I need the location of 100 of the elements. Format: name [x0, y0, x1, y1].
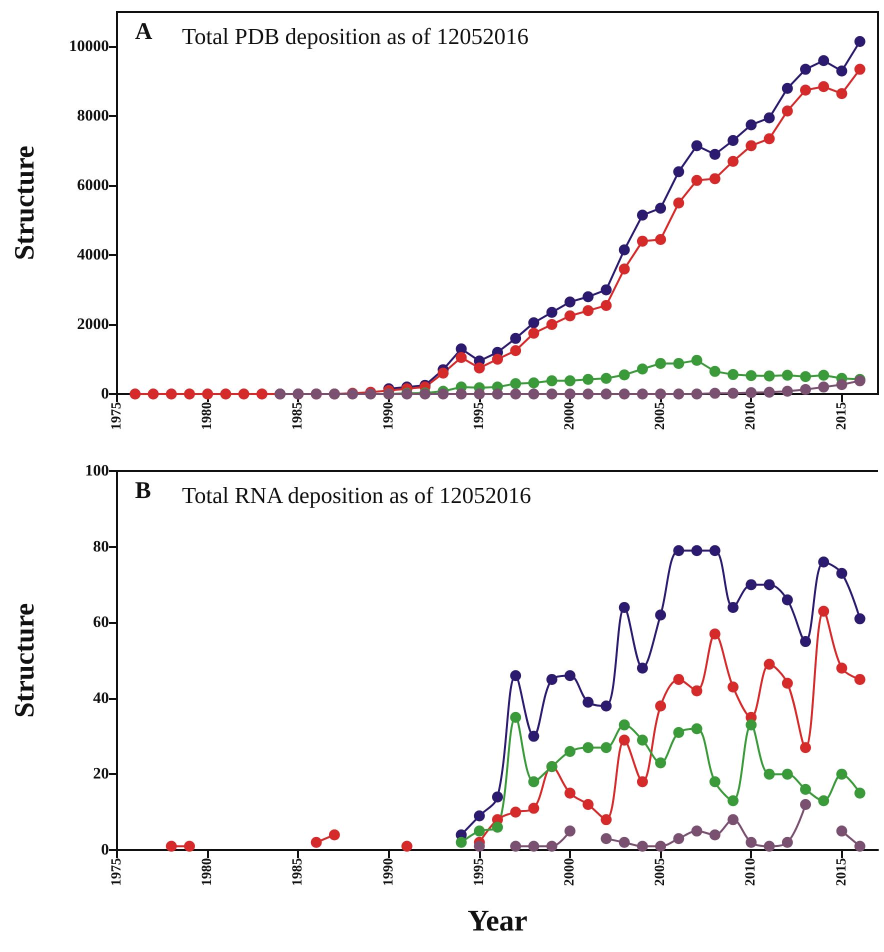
x-tick-label: 2010 — [744, 402, 759, 430]
point — [800, 636, 812, 648]
point — [800, 371, 812, 382]
point — [655, 840, 666, 852]
point — [764, 658, 775, 670]
point — [673, 674, 684, 685]
point — [474, 840, 485, 852]
text: Total PDB deposition as of 12052016 — [182, 24, 529, 49]
point — [836, 66, 848, 77]
point — [474, 362, 485, 374]
point — [600, 372, 612, 384]
point — [746, 370, 757, 382]
point — [782, 594, 793, 606]
point — [854, 613, 866, 624]
point — [818, 55, 830, 66]
point — [854, 788, 866, 799]
x-tick-label: 1990 — [381, 402, 396, 430]
point — [782, 105, 793, 116]
point — [782, 678, 793, 689]
point — [636, 662, 648, 674]
point — [492, 354, 503, 365]
point — [492, 822, 503, 833]
point — [582, 696, 594, 708]
point — [800, 742, 812, 754]
point — [836, 568, 848, 579]
point — [854, 840, 866, 852]
x-tick-label: 1985 — [290, 402, 306, 430]
point — [546, 319, 558, 330]
point — [510, 345, 522, 356]
point — [691, 174, 702, 186]
point — [546, 306, 558, 318]
point — [836, 662, 848, 674]
point — [728, 814, 739, 826]
point — [709, 829, 720, 840]
point — [655, 388, 666, 400]
x-tick-label: 2010 — [744, 858, 759, 886]
point — [728, 602, 739, 613]
y-tick-label: 2000 — [77, 316, 109, 334]
point — [600, 814, 612, 826]
point — [746, 387, 757, 398]
y-tick-label: 20 — [93, 766, 109, 783]
point — [474, 388, 485, 400]
point — [764, 768, 775, 780]
point — [655, 202, 666, 214]
point — [709, 148, 720, 160]
point — [184, 840, 195, 852]
point — [564, 826, 576, 837]
point — [673, 166, 684, 178]
point — [510, 388, 522, 400]
point — [600, 300, 612, 311]
x-tick-label: 1985 — [290, 858, 306, 886]
point — [709, 388, 720, 399]
point — [764, 370, 775, 382]
point — [818, 606, 830, 617]
point — [528, 317, 540, 328]
point — [800, 784, 812, 795]
y-tick-label: 60 — [93, 614, 109, 632]
point — [130, 388, 141, 400]
point — [456, 388, 467, 400]
point — [782, 370, 793, 381]
x-axis-title: Year — [468, 904, 528, 938]
point — [564, 375, 576, 386]
point — [782, 82, 793, 94]
point — [691, 826, 702, 837]
point — [728, 134, 739, 146]
point — [310, 836, 322, 848]
point — [474, 810, 485, 822]
point — [582, 388, 594, 400]
point — [510, 806, 522, 818]
point — [673, 388, 684, 400]
point — [510, 840, 522, 852]
point — [600, 700, 612, 712]
x-tick-label: 2000 — [562, 858, 578, 886]
point — [782, 768, 793, 780]
point — [782, 836, 793, 848]
y-tick-label: 6000 — [77, 177, 109, 194]
point — [691, 388, 702, 400]
point — [673, 198, 684, 208]
x-tick-label: 1980 — [200, 858, 216, 886]
point — [546, 840, 558, 852]
point — [818, 556, 830, 568]
point — [528, 840, 540, 852]
point — [564, 310, 576, 322]
point — [800, 84, 812, 96]
point — [836, 88, 848, 100]
point — [256, 388, 268, 400]
point — [728, 388, 739, 399]
point — [492, 388, 503, 400]
point — [728, 795, 739, 806]
point — [166, 388, 177, 400]
point — [746, 140, 757, 152]
point — [582, 305, 594, 316]
point — [528, 377, 540, 388]
point — [655, 610, 666, 621]
y-axis-title: Structure — [10, 146, 40, 260]
point — [691, 723, 702, 734]
point — [836, 379, 848, 390]
point — [528, 802, 540, 814]
x-tick-label: 1975 — [110, 402, 124, 430]
point — [636, 364, 648, 374]
